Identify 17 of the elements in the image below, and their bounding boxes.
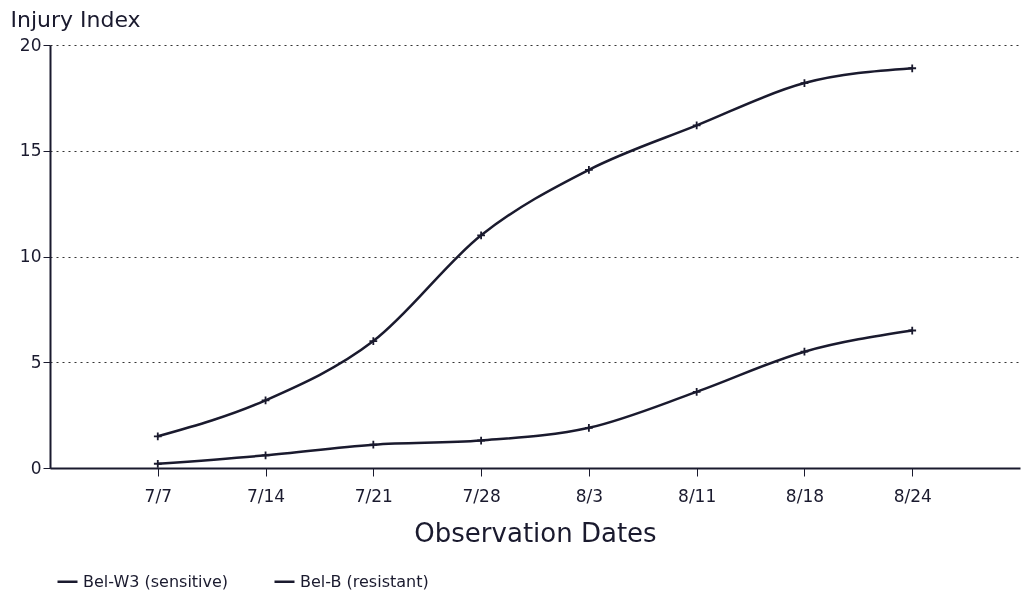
y-tick-label: 5 xyxy=(30,351,42,372)
x-axis-title: Observation Dates xyxy=(414,517,657,548)
x-tick-label: 8/11 xyxy=(678,485,717,506)
x-tick-label: 7/14 xyxy=(246,485,286,506)
x-tick-label: 7/28 xyxy=(462,485,501,506)
legend-label: Bel-W3 (sensitive) xyxy=(83,571,229,591)
y-tick-label: 0 xyxy=(30,457,42,478)
x-tick-label: 8/24 xyxy=(893,485,932,506)
x-tick-label: 8/18 xyxy=(785,485,825,506)
x-tick-label: 7/21 xyxy=(354,485,393,506)
y-tick-label: 20 xyxy=(19,34,42,55)
x-tick-label: 8/3 xyxy=(575,485,604,506)
y-tick-label: 10 xyxy=(19,246,42,266)
y-axis-title: Injury Index xyxy=(10,6,141,32)
y-tick-label: 15 xyxy=(19,140,42,161)
legend-label: Bel-B (resistant) xyxy=(300,571,429,591)
x-tick-label: 7/7 xyxy=(144,485,172,506)
